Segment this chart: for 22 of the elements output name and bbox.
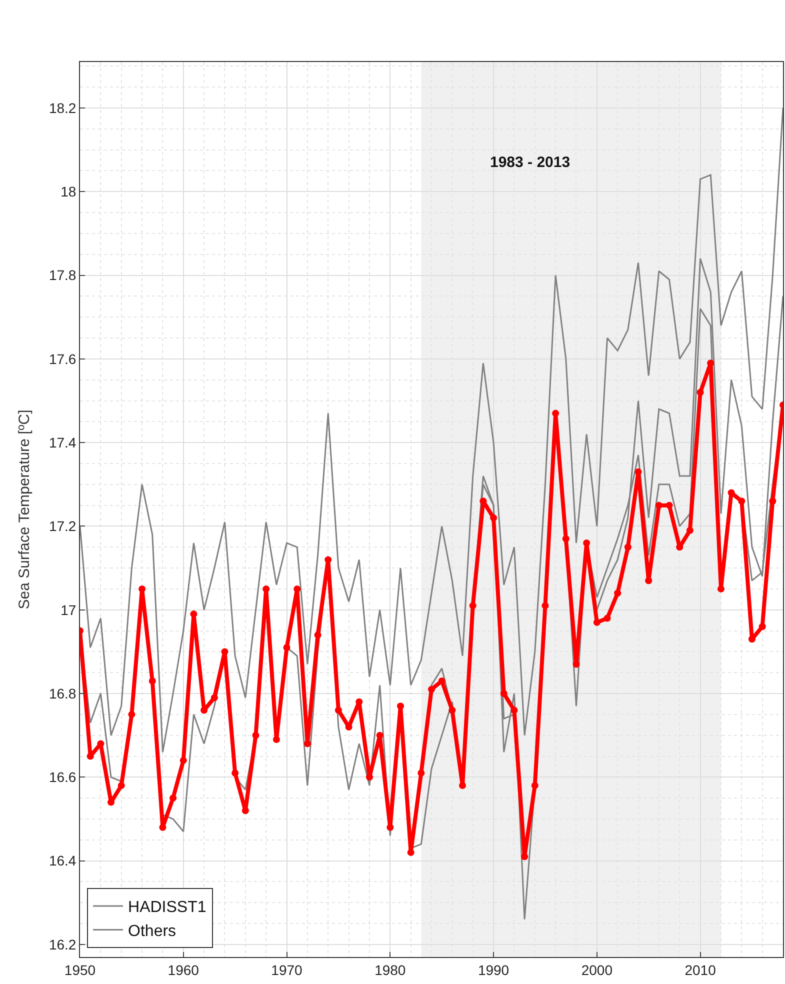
x-tick-label: 1950	[64, 962, 96, 978]
x-tick-label: 1990	[478, 962, 510, 978]
y-tick-label: 16.4	[48, 852, 76, 869]
x-tick-label: 1960	[168, 962, 200, 978]
legend-label: Others	[128, 922, 176, 940]
x-tick-label: 1970	[271, 962, 303, 978]
y-tick-label: 16.6	[48, 769, 76, 786]
y-axis-title: Sea Surface Temperature [ºC]	[16, 410, 34, 610]
y-tick-label: 18	[60, 184, 76, 200]
y-tick-label: 17.4	[48, 434, 76, 450]
x-tick-label: 1980	[374, 962, 406, 978]
y-tick-label: 18.2	[48, 100, 76, 116]
x-tick-label: 2000	[581, 962, 613, 978]
y-tick-label: 17.6	[48, 350, 76, 367]
legend-label: HADISST1	[128, 899, 206, 916]
y-tick-label: 17.8	[48, 267, 76, 284]
y-tick-label: 17	[60, 602, 76, 618]
y-tick-label: 16.2	[48, 936, 76, 952]
annotation: 1983 - 2013	[490, 154, 570, 171]
x-tick-label: 2010	[684, 962, 716, 978]
y-tick-label: 16.8	[48, 685, 76, 702]
y-tick-label: 17.2	[48, 518, 76, 534]
